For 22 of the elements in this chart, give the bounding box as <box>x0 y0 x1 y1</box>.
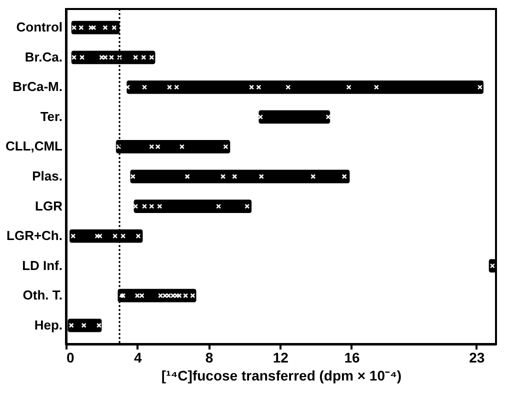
x-tick-label: 0 <box>66 350 74 366</box>
y-tick-label: LGR <box>35 198 64 214</box>
x-tick-label: 16 <box>344 350 360 366</box>
y-tick-label: BrCa-M. <box>12 79 62 94</box>
y-tick-label: Oth. T. <box>22 288 62 303</box>
y-tick-label: Ter. <box>40 108 62 124</box>
y-tick-label: CLL,CML <box>5 138 63 154</box>
x-tick-label: 12 <box>272 350 289 366</box>
x-axis-title: [¹⁴C]fucose transferred (dpm × 10⁻⁴) <box>161 368 402 384</box>
x-tick-label: 8 <box>205 350 214 366</box>
bar <box>126 80 484 94</box>
y-tick-label: Br.Ca. <box>24 49 62 64</box>
y-tick-label: Control <box>16 20 62 35</box>
y-tick-label: Plas. <box>32 168 62 184</box>
bar <box>258 110 330 124</box>
x-tick-label: 23 <box>469 350 485 366</box>
bar <box>134 200 252 213</box>
bar <box>130 170 350 184</box>
y-tick-label: LD Inf. <box>22 258 62 273</box>
x-tick-label: 4 <box>134 350 142 366</box>
y-tick-label: Hep. <box>34 317 62 332</box>
y-tick-label: LGR+Ch. <box>6 228 62 244</box>
